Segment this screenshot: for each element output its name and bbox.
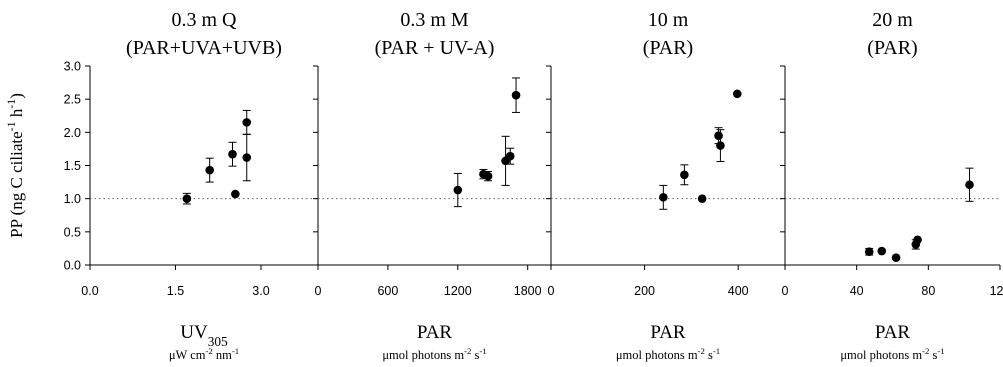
panel-1-point-3 <box>228 149 237 159</box>
panel-2-x-tick-label: 600 <box>377 284 398 298</box>
panel-4-x-tick-label: 40 <box>850 284 864 298</box>
panel-1-point-4 <box>231 189 240 199</box>
panel-2-x-axis-label: PAR <box>417 322 453 343</box>
panel-4-point-1 <box>864 247 874 257</box>
panel-2-x-tick-label: 0 <box>315 284 322 298</box>
y-tick-label: 0.0 <box>64 259 81 273</box>
panel-2-x-tick-label: 1200 <box>444 284 472 298</box>
panel-3-title: 10 m <box>648 9 689 31</box>
panel-1-subtitle: (PAR+UVA+UVB) <box>126 37 282 59</box>
panel-3-x-axis-unit: μmol photons m-2 s-1 <box>616 346 720 362</box>
panel-3-subtitle: (PAR) <box>643 37 693 59</box>
y-axis-label: PP (ng C ciliate-1 h-1) <box>4 93 26 238</box>
panel-4-point-5 <box>913 235 922 245</box>
panel-2-x-axis-unit: μmol photons m-2 s-1 <box>382 346 486 362</box>
panel-4-title: 20 m <box>872 9 913 31</box>
panel-3-x-tick-label: 200 <box>634 284 655 298</box>
y-tick-label: 1.0 <box>64 192 81 206</box>
panel-2-point-1 <box>453 185 463 195</box>
panel-4-x-tick-label: 120 <box>990 284 1003 298</box>
panel-1-x-tick-label: 0.0 <box>81 284 98 298</box>
panel-3-x-axis-label: PAR <box>650 322 686 343</box>
panel-3-point-1 <box>659 193 668 202</box>
y-tick-label: 2.0 <box>64 126 81 140</box>
panel-2-x-tick-label: 1800 <box>514 284 542 298</box>
panel-2-title: 0.3 m M <box>400 9 469 31</box>
y-tick-label: 2.5 <box>64 93 81 107</box>
panel-2-subtitle: (PAR + UV-A) <box>375 37 495 59</box>
panel-1-x-tick-label: 3.0 <box>252 284 269 298</box>
panel-1-x-axis-label: UV305 <box>180 322 228 349</box>
panel-2-point-3 <box>483 171 493 181</box>
panel-3-x-tick-label: 400 <box>728 284 749 298</box>
y-tick-label: 0.5 <box>64 225 81 239</box>
panel-3-point-6 <box>732 89 742 99</box>
panel-1-point-2 <box>205 165 214 175</box>
panel-4-x-axis-unit: μmol photons m-2 s-1 <box>840 346 944 362</box>
panel-2-point-5 <box>505 151 515 161</box>
panel-2-point-6 <box>511 90 521 100</box>
panel-1-point-1 <box>182 194 192 203</box>
panel-1-x-axis-unit: μW cm-2 nm-1 <box>169 346 239 362</box>
panel-4-x-tick-label: 80 <box>921 284 935 298</box>
panel-3-x-tick-label: 0 <box>548 284 555 298</box>
panel-1-point-6 <box>242 153 252 162</box>
panel-3-point-3 <box>697 194 707 203</box>
panel-1-x-tick-label: 1.5 <box>167 284 184 298</box>
panel-4-x-axis-label: PAR <box>875 322 911 343</box>
panel-4-point-2 <box>877 246 887 256</box>
panel-4-point-6 <box>965 180 974 190</box>
y-tick-label: 1.5 <box>64 159 81 173</box>
panel-4-x-tick-label: 0 <box>782 284 789 298</box>
panel-3-point-2 <box>680 170 689 180</box>
panel-1-point-5 <box>242 118 252 127</box>
panel-4-subtitle: (PAR) <box>867 37 917 59</box>
y-tick-label: 3.0 <box>64 60 81 74</box>
panel-4-point-3 <box>891 253 901 263</box>
panel-3-point-5 <box>716 141 725 150</box>
panel-3-point-4 <box>714 131 723 140</box>
panel-1-title: 0.3 m Q <box>172 9 238 31</box>
